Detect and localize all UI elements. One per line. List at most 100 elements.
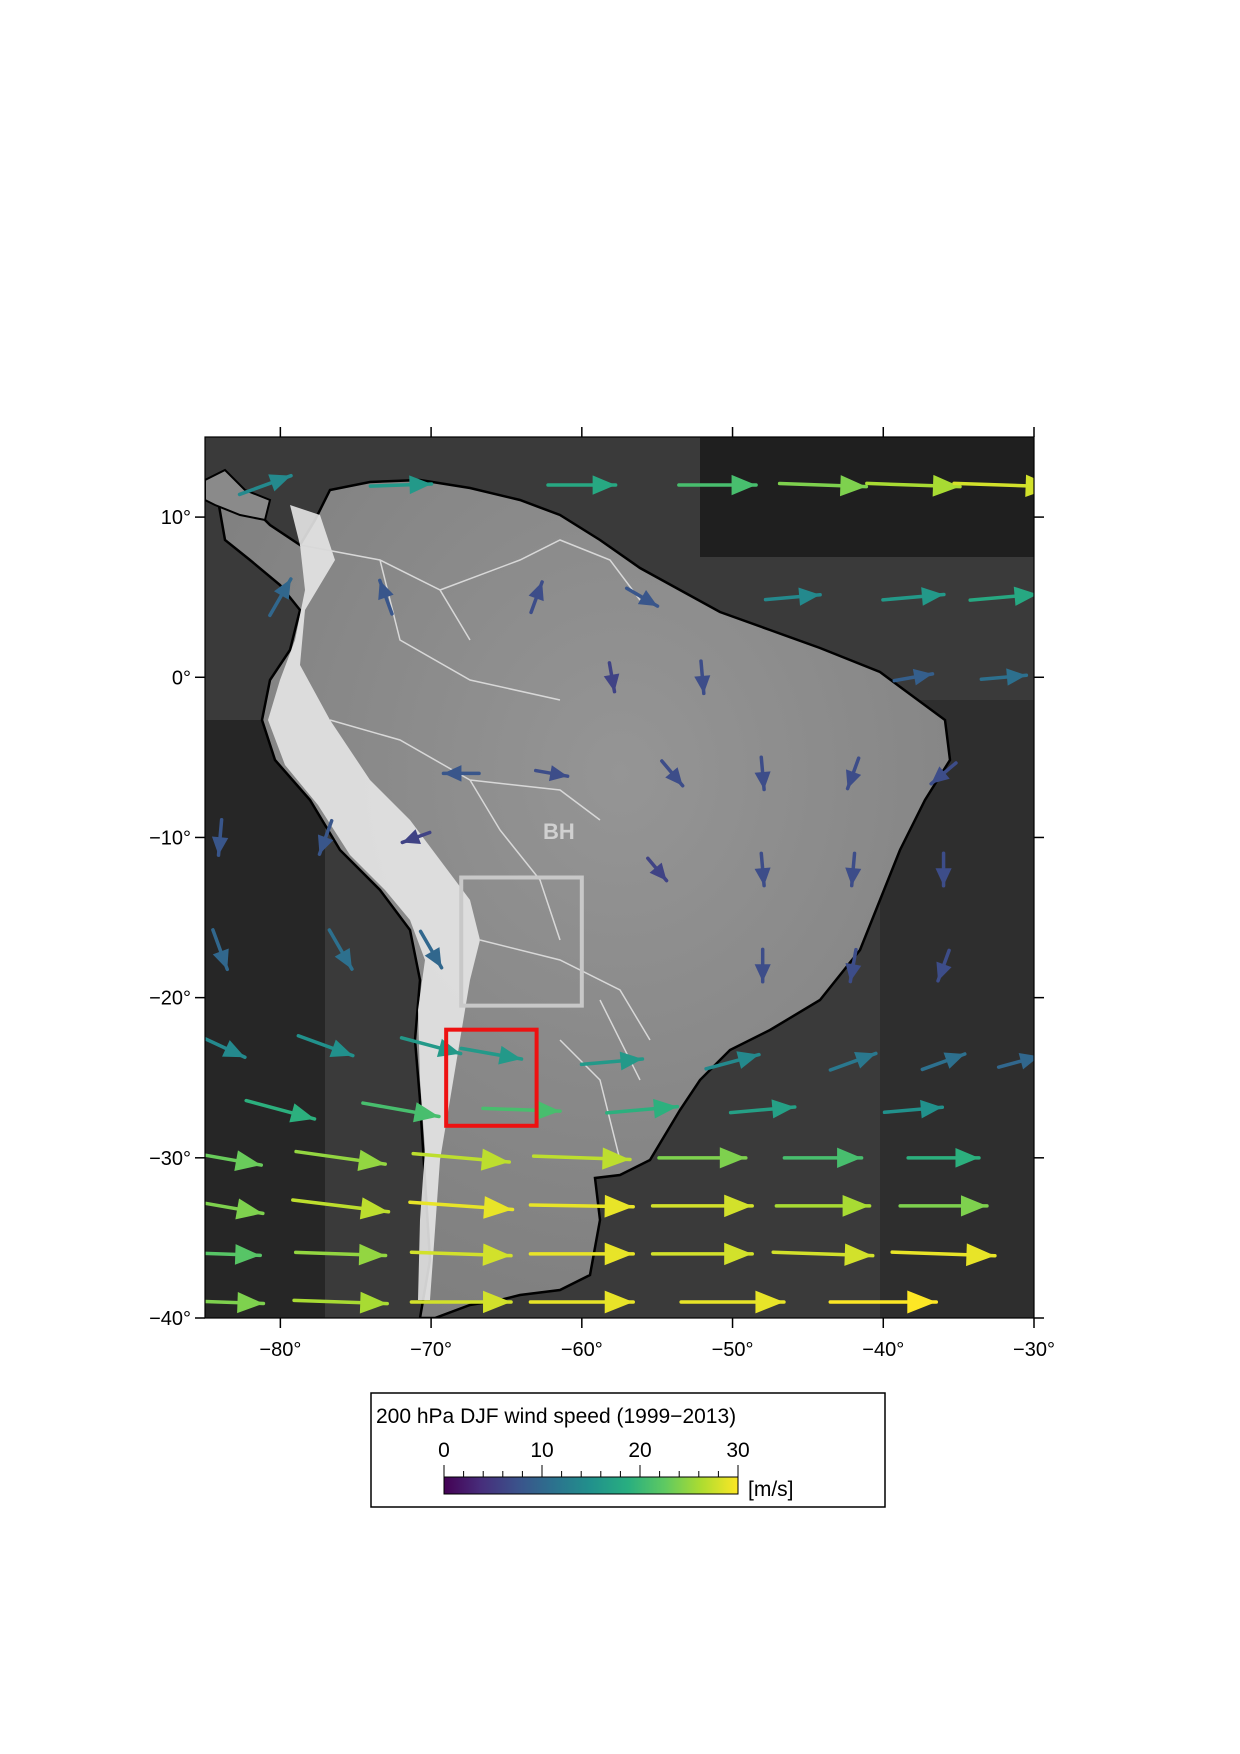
wind-vector-head (931, 766, 950, 784)
wind-vector-head (754, 867, 771, 886)
y-tick-label: −20° (149, 988, 191, 1010)
axis-ticks: −80° −70° −60° −50° −40° −30° 10° 0° −10° −20° −30… (149, 427, 1055, 1361)
x-tick-label: −30° (1013, 1339, 1055, 1361)
wind-vector-head (920, 1099, 943, 1119)
wind-vector-head (960, 1195, 987, 1217)
wind-vector-head (846, 769, 862, 789)
y-tick-label: 0° (172, 667, 191, 689)
wind-vector-head (443, 765, 462, 782)
wind-vector-head (359, 1291, 388, 1314)
wind-vector-head (694, 675, 711, 694)
wind-vector-head (329, 1039, 353, 1057)
wind-vector-head (845, 867, 862, 886)
wind-vector-head (736, 1051, 760, 1069)
wind-vector-head (754, 771, 771, 790)
wind-vector-head (604, 1194, 634, 1218)
wind-vector-head (498, 1045, 522, 1065)
wind-vector-head (943, 1052, 965, 1069)
wind-vector-head (1006, 668, 1027, 686)
map-frame (204, 436, 1035, 1319)
wind-vector-head (1025, 474, 1034, 498)
y-tick-label: −40° (149, 1308, 191, 1330)
wind-vector-head (234, 1150, 262, 1171)
wind-vector-head (592, 475, 616, 495)
wind-vector-head (211, 836, 229, 856)
y-tick-label: 10° (161, 507, 191, 529)
wind-vector-head (378, 580, 394, 601)
region-boxes (444, 875, 584, 1128)
wind-vector-head (234, 1244, 261, 1265)
wind-vector-head (603, 673, 620, 692)
wind-vector-head (602, 1147, 630, 1170)
wind-vector-head (854, 1052, 876, 1069)
wind-vector-head (359, 1197, 389, 1220)
wind-vector-head (482, 1243, 512, 1266)
x-tick-label: −80° (259, 1339, 301, 1361)
colorbar-tick-label-0: 0 (438, 1439, 450, 1462)
landmass-central-america (205, 468, 272, 522)
wind-vector-head (798, 587, 821, 606)
wind-vector-head (840, 475, 867, 497)
wind-vector-head (535, 1100, 561, 1121)
wind-vector-head (1013, 586, 1034, 606)
wind-vector-head (274, 578, 291, 600)
colorbar-tick-label-10: 10 (530, 1439, 553, 1462)
wind-vector-head (1018, 1052, 1034, 1070)
wind-vector-head (966, 1243, 995, 1267)
colorbar-ticks (443, 1465, 739, 1477)
wind-vector-head (222, 1040, 245, 1058)
wind-vector-shaft (952, 481, 1034, 488)
wind-vector-head (237, 1291, 264, 1314)
wind-vector-head (289, 1103, 315, 1123)
wind-vector-head (955, 1147, 979, 1168)
wind-vector-head (402, 829, 421, 845)
wind-vector-head (334, 947, 352, 970)
wind-vector-head (358, 1243, 386, 1266)
x-tick-label: −70° (410, 1339, 452, 1361)
deep-ocean-pacific (205, 720, 325, 1318)
wind-vector-head (912, 668, 933, 686)
wind-vector-head (480, 1148, 510, 1171)
wind-vector-head (731, 474, 757, 496)
wind-vector-head (842, 1194, 870, 1217)
x-tick-label: −50° (712, 1339, 754, 1361)
wind-vector-head (604, 1242, 634, 1266)
wind-vector-head (724, 1194, 753, 1218)
wind-vector-head (317, 834, 334, 855)
deep-ocean-north (700, 437, 1034, 557)
landmass-south-america (216, 478, 952, 1318)
wind-vector-head (665, 767, 683, 786)
wind-vector-head (653, 1098, 678, 1119)
colorbar (443, 1476, 739, 1495)
wind-vector-head (413, 1102, 439, 1123)
wind-vector-head (724, 1242, 753, 1266)
wind-vector-head (936, 961, 952, 981)
x-tick-label: −40° (862, 1339, 904, 1361)
y-tick-label: −10° (149, 827, 191, 849)
wind-vector-head (212, 948, 229, 970)
wind-vector-head (409, 475, 432, 495)
andes-ridge (268, 505, 480, 1300)
topography-layer (205, 437, 1034, 1318)
wind-vector-head (754, 964, 771, 982)
legend: 200 hPa DJF wind speed (1999−2013) 0 10 … (370, 1392, 886, 1508)
country-borders (299, 539, 651, 1161)
wind-vector-head (235, 1198, 263, 1220)
wind-vector-head (268, 474, 292, 492)
wind-vector-head (483, 1196, 513, 1219)
wind-vector-head (837, 1147, 862, 1168)
wind-vector-head (637, 589, 658, 607)
wind-vector-head (771, 1099, 795, 1119)
wind-vector-head (907, 1290, 937, 1314)
wind-vector-head (921, 587, 944, 606)
wind-vector-head (436, 1038, 461, 1057)
wind-vector-head (935, 868, 952, 886)
wind-vector-layer (205, 473, 1034, 1314)
legend-title: 200 hPa DJF wind speed (1999−2013) (376, 1405, 736, 1428)
wind-vector-head (845, 962, 862, 982)
wind-vector-head (932, 474, 960, 497)
map-panel: BH −80° −70° −60° −50° −40° −30° 10° 0° −10° −20°… (149, 427, 1055, 1361)
study-area-box (444, 1027, 539, 1128)
wind-vector-head (528, 581, 544, 602)
